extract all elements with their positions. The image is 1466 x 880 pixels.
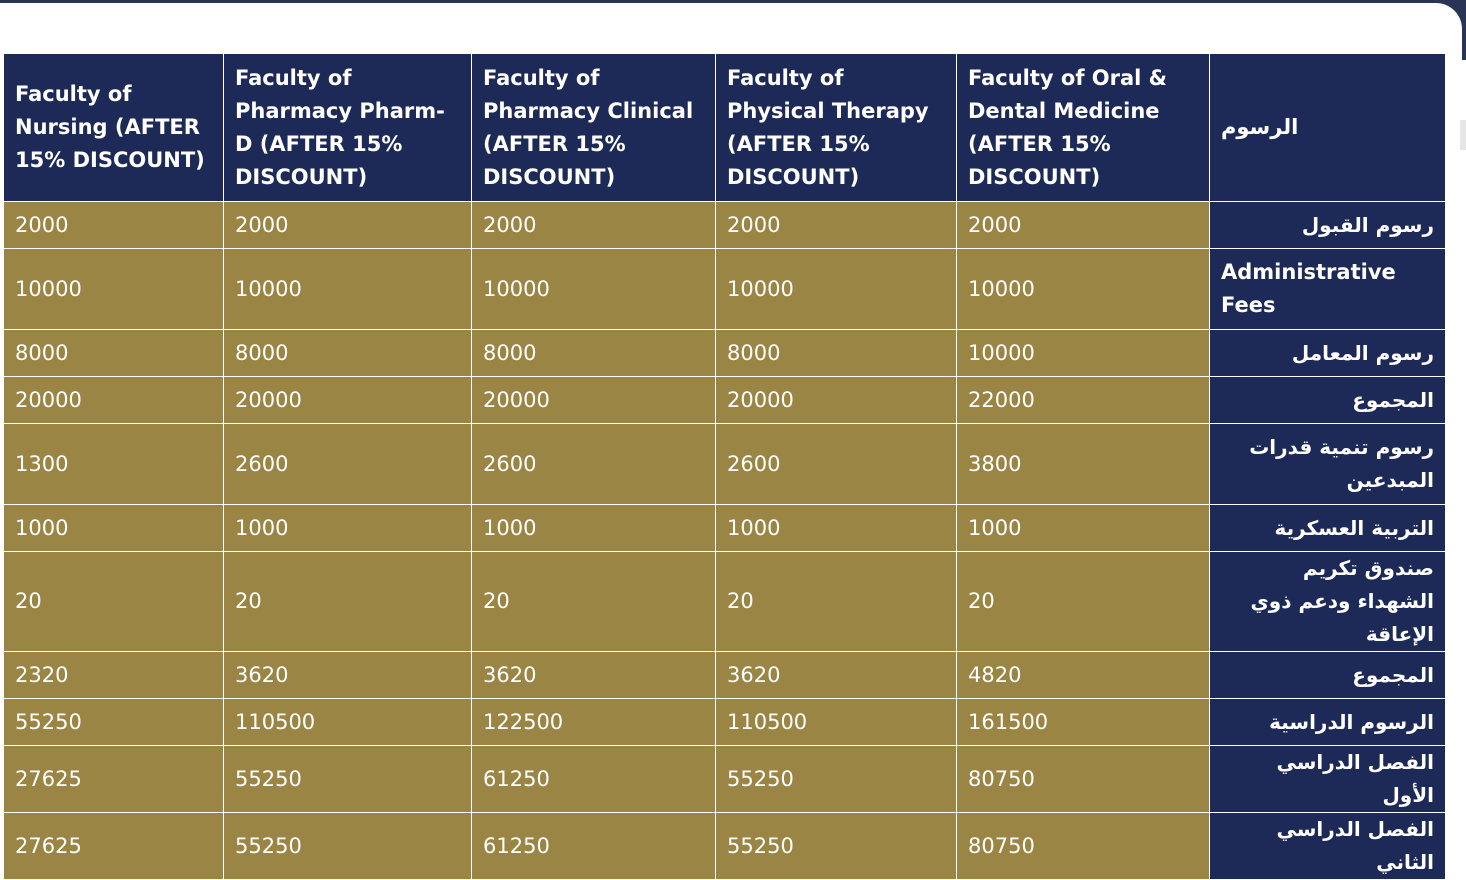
table-cell: 1300 [3,423,224,505]
table-cell: 2000 [223,201,472,249]
table-cell: 2600 [471,423,716,505]
fees-table: Faculty of Nursing (AFTER 15% DISCOUNT) … [3,53,1446,880]
table-cell: 122500 [471,698,716,746]
table-cell: 20 [956,551,1210,652]
table-cell: 4820 [956,651,1210,699]
table-cell: 20 [715,551,957,652]
table-cell: 3800 [956,423,1210,505]
table-cell: 20 [223,551,472,652]
table-cell: 2600 [223,423,472,505]
table-cell: 8000 [471,329,716,377]
table-cell: 20000 [715,376,957,424]
table-cell: 161500 [956,698,1210,746]
table-cell: 61250 [471,745,716,813]
table-row: 1000 1000 1000 1000 1000 التربية العسكري… [3,504,1446,552]
table-row: 27625 55250 61250 55250 80750 الفصل الدر… [3,745,1446,813]
row-label: رسوم تنمية قدرات المبدعين [1209,423,1446,505]
table-row: 2320 3620 3620 3620 4820 المجموع [3,651,1446,699]
table-cell: 10000 [715,248,957,330]
table-header-row: Faculty of Nursing (AFTER 15% DISCOUNT) … [3,53,1446,202]
table-cell: 22000 [956,376,1210,424]
table-row: 2000 2000 2000 2000 2000 رسوم القبول [3,201,1446,249]
row-label: التربية العسكرية [1209,504,1446,552]
table-cell: 55250 [715,745,957,813]
row-label: رسوم المعامل [1209,329,1446,377]
table-row: 8000 8000 8000 8000 10000 رسوم المعامل [3,329,1446,377]
table-cell: 2000 [3,201,224,249]
table-cell: 55250 [223,745,472,813]
header-pharmacy-clinical: Faculty of Pharmacy Clinical (AFTER 15% … [471,53,716,202]
table-cell: 110500 [715,698,957,746]
table-cell: 55250 [3,698,224,746]
table-cell: 80750 [956,745,1210,813]
row-label: رسوم القبول [1209,201,1446,249]
table-row: 55250 110500 122500 110500 161500 الرسوم… [3,698,1446,746]
table-row: 20000 20000 20000 20000 22000 المجموع [3,376,1446,424]
table-row: 10000 10000 10000 10000 10000 Administra… [3,248,1446,330]
table-cell: 1000 [223,504,472,552]
row-label: الرسوم الدراسية [1209,698,1446,746]
table-cell: 110500 [223,698,472,746]
table-cell: 1000 [3,504,224,552]
table-cell: 1000 [471,504,716,552]
row-label: صندوق تكريم الشهداء ودعم ذوي الإعاقة [1209,551,1446,652]
table-cell: 2600 [715,423,957,505]
table-row: 20 20 20 20 20 صندوق تكريم الشهداء ودعم … [3,551,1446,652]
header-pharmacy-pharm-d: Faculty of Pharmacy Pharm-D (AFTER 15% D… [223,53,472,202]
header-oral-dental: Faculty of Oral & Dental Medicine (AFTER… [956,53,1210,202]
row-label: Administrative Fees [1209,248,1446,330]
table-cell: 1000 [956,504,1210,552]
table-cell: 3620 [471,651,716,699]
table-cell: 8000 [3,329,224,377]
table-cell: 20000 [3,376,224,424]
table-cell: 20 [471,551,716,652]
table-cell: 10000 [471,248,716,330]
row-label: المجموع [1209,651,1446,699]
table-cell: 20 [3,551,224,652]
table-cell: 3620 [715,651,957,699]
table-row: 1300 2600 2600 2600 3800 رسوم تنمية قدرا… [3,423,1446,505]
table-cell: 2320 [3,651,224,699]
scrollbar-track[interactable] [1460,120,1466,150]
table-cell: 2000 [956,201,1210,249]
table-cell: 2000 [471,201,716,249]
table-cell: 8000 [715,329,957,377]
row-label: المجموع [1209,376,1446,424]
table-cell: 20000 [223,376,472,424]
table-cell: 1000 [715,504,957,552]
table-cell: 8000 [223,329,472,377]
table-cell: 10000 [956,248,1210,330]
header-physical-therapy: Faculty of Physical Therapy (AFTER 15% D… [715,53,957,202]
row-label: الفصل الدراسي الأول [1209,745,1446,813]
table-cell: 10000 [223,248,472,330]
table-cell: 20000 [471,376,716,424]
table-cell: 2000 [715,201,957,249]
table-cell: 10000 [956,329,1210,377]
table-cell: 10000 [3,248,224,330]
header-fees-label: الرسوم [1209,53,1446,202]
table-cell: 27625 [3,745,224,813]
header-nursing: Faculty of Nursing (AFTER 15% DISCOUNT) [3,53,224,202]
table-cell: 3620 [223,651,472,699]
